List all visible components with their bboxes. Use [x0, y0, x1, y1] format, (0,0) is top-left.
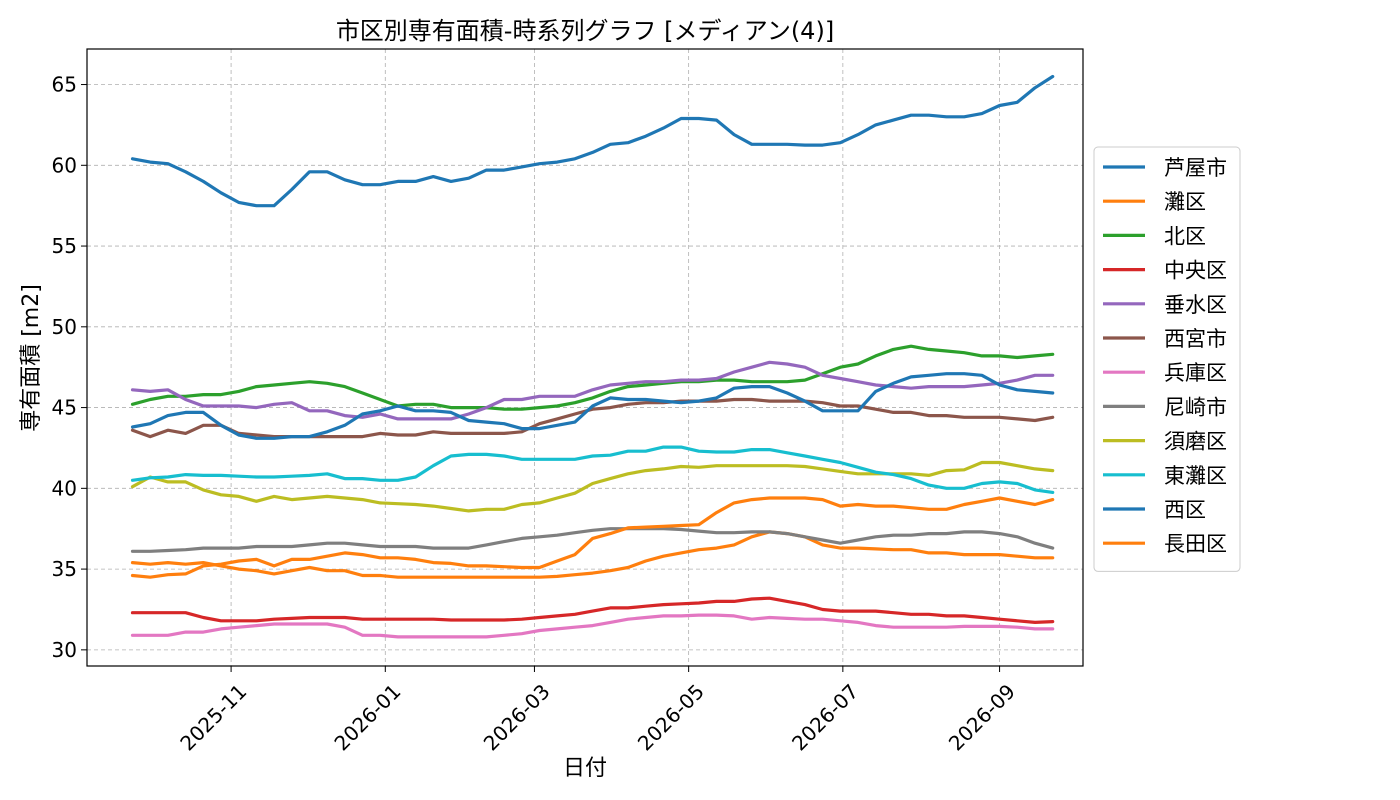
y-tick-label: 60 — [52, 153, 77, 177]
legend-box — [1093, 146, 1241, 572]
x-tick-label: 2026-05 — [633, 679, 709, 755]
plot-frame — [86, 48, 1084, 667]
legend-entry: 西宮市 — [1164, 327, 1227, 351]
legend-entry: 長田区 — [1164, 532, 1227, 556]
series-layer — [130, 74, 1055, 639]
legend-entry: 西区 — [1164, 498, 1206, 522]
y-axis-label: 専有面積 [m2] — [19, 284, 44, 432]
x-tick-label: 2026-03 — [479, 679, 555, 755]
series-line-1 — [130, 74, 1055, 208]
legend-entry: 尼崎市 — [1164, 395, 1227, 419]
y-tick-label: 45 — [52, 396, 77, 420]
series-line-2 — [130, 530, 1055, 579]
chart-title: 市区別専有面積-時系列グラフ [メディアン(4)] — [336, 17, 834, 45]
x-tick-label: 2026-07 — [787, 679, 863, 755]
legend-entry: 北区 — [1164, 224, 1206, 248]
y-tick-label: 30 — [52, 638, 77, 662]
series-line-9 — [130, 460, 1055, 513]
series-line-4 — [130, 596, 1055, 625]
legend-entry: 芦屋市 — [1164, 156, 1227, 180]
y-axis: 30 35 40 45 50 55 60 65 — [52, 73, 87, 662]
series-line-12 — [130, 496, 1055, 579]
series-line-3 — [130, 344, 1055, 411]
legend-entry: 灘区 — [1164, 190, 1206, 214]
legend-entry: 須磨区 — [1164, 430, 1227, 454]
x-axis-label: 日付 — [563, 756, 607, 781]
legend-entry: 東灘区 — [1164, 464, 1227, 488]
series-line-5 — [130, 360, 1055, 421]
x-tick-label: 2025-11 — [175, 679, 251, 755]
legend-entry: 中央区 — [1164, 259, 1227, 283]
y-tick-label: 40 — [52, 476, 77, 500]
y-tick-label: 65 — [52, 73, 77, 97]
y-tick-label: 50 — [52, 315, 77, 339]
x-tick-label: 2026-09 — [944, 679, 1020, 755]
x-axis: 2025-11 2026-01 2026-03 2026-05 2026-07 2026-… — [175, 666, 1020, 755]
series-line-8 — [130, 527, 1055, 553]
x-tick-label: 2026-01 — [330, 679, 406, 755]
y-tick-label: 35 — [52, 557, 77, 581]
y-tick-label: 55 — [52, 234, 77, 258]
legend-entry: 兵庫区 — [1164, 361, 1227, 385]
series-line-11 — [130, 372, 1055, 440]
series-line-7 — [130, 613, 1055, 639]
series-line-10 — [130, 445, 1055, 494]
legend-entry: 垂水区 — [1164, 293, 1227, 317]
